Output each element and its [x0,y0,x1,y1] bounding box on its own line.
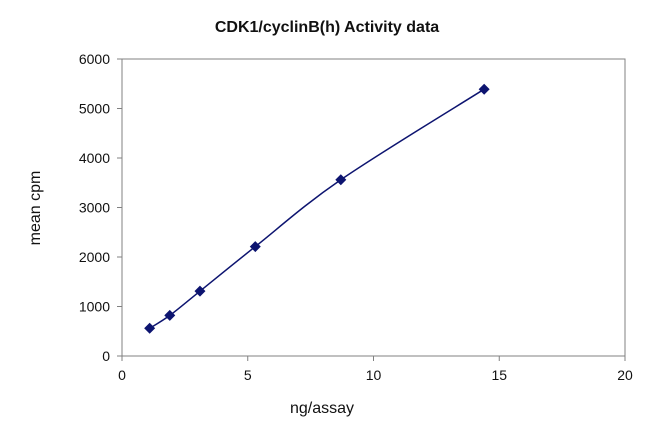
x-tick-label: 20 [617,367,633,383]
data-point-diamond [478,83,490,95]
x-tick-label: 15 [491,367,507,383]
y-axis-ticks: 0 1000 2000 3000 4000 5000 6000 [79,51,122,364]
data-point-diamond [249,241,261,253]
chart-title: CDK1/cyclinB(h) Activity data [215,19,439,36]
y-tick-label: 2000 [79,249,110,265]
x-axis-label: ng/assay [290,400,354,417]
plot-area [121,58,626,357]
y-tick-label: 5000 [79,101,110,117]
x-axis-ticks: 0 5 10 15 20 [118,356,633,383]
x-tick-label: 10 [366,367,382,383]
data-point-diamond [164,309,176,321]
data-point-diamond [335,174,347,186]
y-tick-label: 1000 [79,299,110,315]
data-point-diamond [144,322,156,334]
y-tick-label: 6000 [79,51,110,67]
y-tick-label: 0 [102,348,110,364]
y-axis-label: mean cpm [27,171,44,246]
x-tick-label: 5 [244,367,252,383]
data-point-diamond [194,285,206,297]
y-tick-label: 3000 [79,200,110,216]
series-points [144,83,490,334]
y-tick-label: 4000 [79,150,110,166]
x-tick-label: 0 [118,367,126,383]
